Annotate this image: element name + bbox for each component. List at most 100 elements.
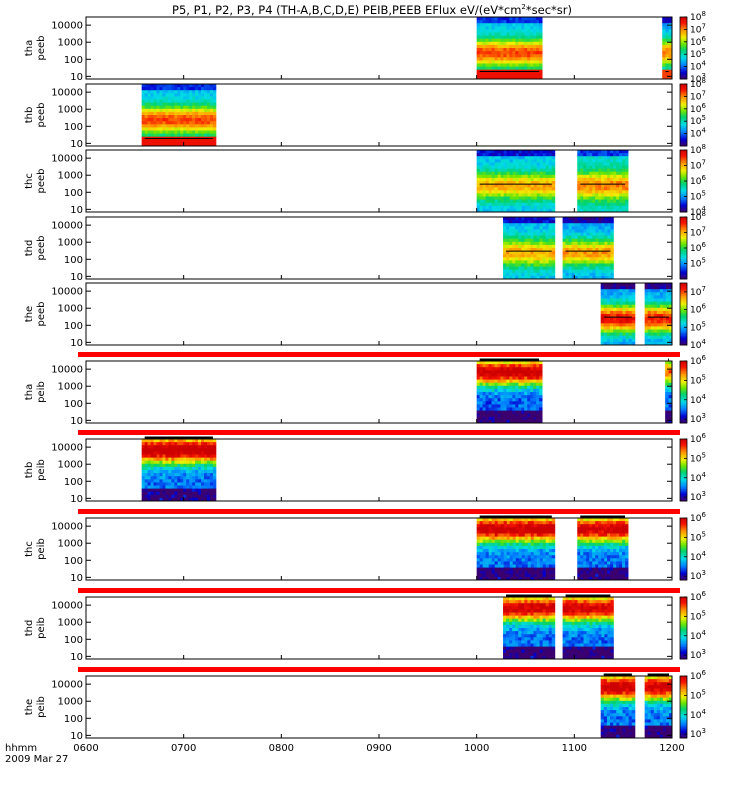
colorbar-tick-label: 106 bbox=[690, 303, 706, 316]
x-tick-label: 1100 bbox=[562, 743, 587, 754]
y-tick-label: 10000 bbox=[51, 88, 83, 99]
colorbar-tick-label: 106 bbox=[690, 669, 706, 682]
data-segment-1 bbox=[503, 217, 556, 280]
product-label: peeb bbox=[36, 236, 47, 261]
panel-thc-peeb: 10 100 1000 10000 thc peeb 104 105 106 107 108 bbox=[24, 143, 706, 218]
colorbar-tick-label: 108 bbox=[690, 10, 706, 23]
y-tick-label: 10000 bbox=[51, 522, 83, 533]
probe-label: thb bbox=[24, 462, 35, 479]
y-tick-label: 10000 bbox=[51, 221, 83, 232]
y-tick-label: 1000 bbox=[58, 105, 83, 116]
data-segment-1 bbox=[476, 515, 556, 581]
panel-tha-peib: 10 100 1000 10000 tha peib 103 104 105 106 bbox=[24, 352, 706, 427]
colorbar-tick-label: 104 bbox=[690, 393, 706, 406]
x-tick-label: 0900 bbox=[366, 743, 391, 754]
y-axis-label: the peib bbox=[24, 696, 47, 718]
y-tick-label: 10 bbox=[70, 139, 83, 150]
x-tick-label: 0700 bbox=[171, 743, 196, 754]
data-segment-2 bbox=[577, 150, 629, 213]
colorbar-tick-label: 106 bbox=[690, 174, 706, 187]
colorbar-tick-label: 105 bbox=[690, 114, 706, 127]
data-segment-2 bbox=[562, 217, 614, 280]
y-tick-label: 10000 bbox=[51, 21, 83, 32]
y-tick-label: 10 bbox=[70, 652, 83, 663]
y-tick-label: 100 bbox=[64, 635, 83, 646]
panel-thb-peib: 10 100 1000 10000 thb peib 103 104 105 106 bbox=[24, 430, 706, 505]
colorbar-tick-label: 108 bbox=[690, 210, 706, 223]
colorbar-tick-label: 105 bbox=[690, 373, 706, 386]
panel-thc-peib: 10 100 1000 10000 thc peib 103 104 105 106 bbox=[24, 509, 706, 584]
colorbar-tick-label: 103 bbox=[690, 412, 706, 425]
probe-label: thc bbox=[24, 541, 35, 557]
y-axis-label: thb peib bbox=[24, 459, 47, 481]
colorbar-tick-label: 107 bbox=[690, 285, 706, 298]
colorbar-tick-label: 106 bbox=[690, 511, 706, 524]
y-tick-label: 100 bbox=[64, 477, 83, 488]
y-tick-label: 1000 bbox=[58, 460, 83, 471]
colorbar: 104 105 106 107 bbox=[679, 282, 706, 351]
colorbar-tick-label: 105 bbox=[690, 451, 706, 464]
y-tick-label: 1000 bbox=[58, 697, 83, 708]
colorbar-tick-label: 105 bbox=[690, 47, 706, 60]
colorbar-tick-label: 106 bbox=[690, 35, 706, 48]
data-segment-2 bbox=[562, 594, 614, 660]
colorbar-tick-label: 105 bbox=[690, 530, 706, 543]
data-segment-1 bbox=[476, 17, 543, 80]
product-label: peib bbox=[36, 459, 47, 481]
probe-label: the bbox=[24, 306, 35, 322]
y-tick-label: 10000 bbox=[51, 365, 83, 376]
y-tick-label: 10 bbox=[70, 338, 83, 349]
y-tick-label: 1000 bbox=[58, 38, 83, 49]
flag-strip bbox=[78, 352, 680, 357]
probe-label: the bbox=[24, 699, 35, 715]
flag-strip bbox=[78, 667, 680, 672]
colorbar-tick-label: 104 bbox=[690, 629, 706, 642]
colorbar-tick-label: 106 bbox=[690, 354, 706, 367]
y-tick-label: 1000 bbox=[58, 304, 83, 315]
colorbar-tick-label: 104 bbox=[690, 60, 706, 73]
colorbar-tick-label: 107 bbox=[690, 89, 706, 102]
y-tick-label: 10000 bbox=[51, 154, 83, 165]
y-tick-label: 10 bbox=[70, 272, 83, 283]
colorbar-tick-label: 104 bbox=[690, 708, 706, 721]
colorbar-tick-label: 105 bbox=[690, 257, 706, 270]
y-tick-label: 10000 bbox=[51, 443, 83, 454]
data-segment-2 bbox=[644, 283, 673, 346]
colorbar-tick-label: 107 bbox=[690, 22, 706, 35]
data-segment-2 bbox=[577, 515, 629, 581]
y-tick-label: 100 bbox=[64, 255, 83, 266]
y-tick-label: 100 bbox=[64, 122, 83, 133]
colorbar-tick-label: 106 bbox=[690, 432, 706, 445]
panel-thd-peib: 10 100 1000 10000 thd peib 103 104 105 106 bbox=[24, 588, 706, 663]
y-tick-label: 10000 bbox=[51, 680, 83, 691]
y-tick-label: 1000 bbox=[58, 382, 83, 393]
colorbar-tick-label: 104 bbox=[690, 471, 706, 484]
colorbar: 103 104 105 106 bbox=[679, 511, 706, 582]
y-tick-label: 10000 bbox=[51, 287, 83, 298]
y-tick-label: 1000 bbox=[58, 539, 83, 550]
y-axis-label: thc peeb bbox=[24, 169, 47, 194]
product-label: peib bbox=[36, 381, 47, 403]
product-label: peeb bbox=[36, 302, 47, 327]
product-label: peib bbox=[36, 696, 47, 718]
colorbar-tick-label: 104 bbox=[690, 550, 706, 563]
data-segment-1 bbox=[476, 358, 543, 424]
product-label: peib bbox=[36, 617, 47, 639]
probe-label: thd bbox=[24, 620, 35, 637]
colorbar-tick-label: 107 bbox=[690, 226, 706, 239]
product-label: peeb bbox=[36, 36, 47, 61]
y-tick-label: 10 bbox=[70, 72, 83, 83]
chart-title: P5, P1, P2, P3, P4 (TH-A,B,C,D,E) PEIB,P… bbox=[172, 3, 572, 17]
product-label: peib bbox=[36, 538, 47, 560]
panel-thd-peeb: 10 100 1000 10000 thd peeb 105 106 107 108 bbox=[24, 210, 706, 283]
probe-label: thc bbox=[24, 173, 35, 189]
colorbar-tick-label: 107 bbox=[690, 159, 706, 172]
colorbar-tick-label: 105 bbox=[690, 688, 706, 701]
y-tick-label: 100 bbox=[64, 714, 83, 725]
colorbar-tick-label: 108 bbox=[690, 77, 706, 90]
y-tick-label: 1000 bbox=[58, 238, 83, 249]
